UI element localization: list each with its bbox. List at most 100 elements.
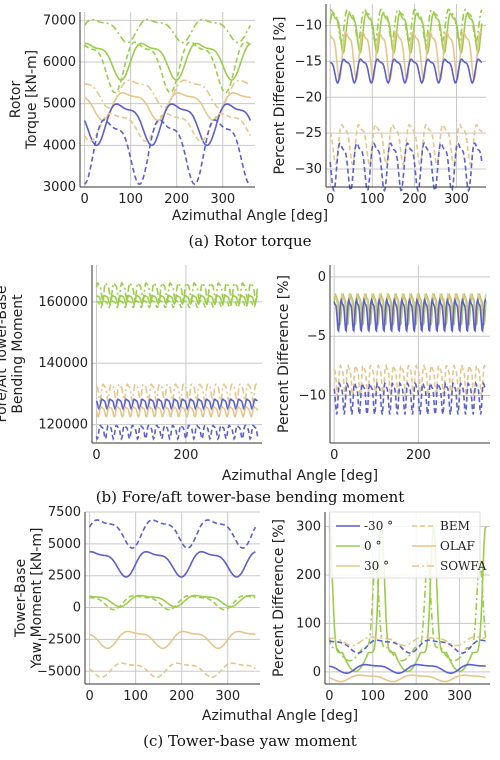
chart-panel: 0 100 200 300 3000 4000 5000 6000 7000 RotorTorqu… (8, 12, 255, 207)
x-tick-label: 200 (404, 689, 429, 704)
series-line-plus30-dashdot (95, 383, 259, 404)
series-line-zero-solid (96, 294, 259, 306)
y-tick-label: 6000 (43, 55, 76, 70)
x-tick-label: 300 (215, 689, 240, 704)
y-tick-label: −25 (295, 126, 322, 141)
series-line-plus30-dashed (333, 364, 487, 397)
series-line-zero-dashed (96, 299, 258, 309)
series-line-minus30-dashed (95, 424, 259, 441)
y-tick-label: 100 (296, 616, 321, 631)
series-line-plus30-solid (95, 405, 259, 418)
series-line-zero-dashdot (328, 557, 487, 662)
y-tick-label: 140000 (38, 356, 88, 371)
y-tick-label: −15 (295, 54, 322, 69)
y-tick-label: 5000 (48, 537, 81, 552)
series-line-minus30-dashed (88, 519, 257, 549)
y-tick-label: 300 (296, 520, 321, 535)
y-axis-label: RotorTorque [kN-m] (8, 50, 40, 150)
y-axis-label: Percent Difference [%] (276, 275, 292, 433)
legend-label: 0 ° (364, 539, 381, 553)
y-tick-label: −2500 (37, 632, 81, 647)
legend-box (329, 511, 481, 579)
y-axis-label: Percent Difference [%] (271, 519, 287, 677)
x-tick-label: 300 (447, 689, 472, 704)
y-tick-label: −30 (295, 162, 322, 177)
y-tick-label: 200 (296, 568, 321, 583)
series-line-minus30-solid (83, 103, 252, 147)
series-line-zero-solid (89, 594, 256, 608)
chart-panel: 0 100 200 300 −10 −15 −20 −25 −30 Percent Differe… (272, 4, 486, 207)
xlabel-a: Azimuthal Angle [deg] (172, 208, 328, 224)
series-line-zero-dashdot (329, 8, 483, 43)
legend-label: SOWFA (440, 559, 487, 573)
caption-b: (b) Fore/aft tower-base bending moment (96, 488, 405, 506)
x-tick-label: 100 (123, 689, 148, 704)
legend: -30 ° BEM 0 ° OLAF 30 ° SOWFA (329, 511, 487, 579)
y-tick-label: −5 (307, 329, 326, 344)
legend-label: BEM (440, 519, 470, 533)
y-axis-label: Percent Difference [%] (272, 17, 288, 175)
series-line-plus30-solid (89, 630, 256, 650)
series-line-zero-solid (84, 42, 251, 81)
x-tick-label: 200 (406, 448, 431, 463)
series-line-plus30-dashed (89, 662, 256, 679)
chart-panel: 0 100 200 300 7500 5000 2500 0 −2500 −5000Tower-B… (13, 505, 260, 704)
chart-panel: 0 200 0 −5 −10 Percent Difference [%] (276, 265, 490, 463)
xlabel-b: Azimuthal Angle [deg] (222, 468, 378, 484)
y-tick-label: 2500 (48, 569, 81, 584)
caption-c: (c) Tower-base yaw moment (143, 732, 357, 750)
series-line-plus30-dashdot (329, 636, 486, 647)
legend-label: OLAF (440, 539, 475, 553)
y-tick-label: 4000 (43, 138, 76, 153)
y-axis-label: Tower-BaseYaw Moment [kN-m] (13, 527, 45, 669)
y-tick-label: 160000 (38, 295, 88, 310)
caption-a: (a) Rotor torque (188, 232, 311, 250)
series-line-plus30-solid (328, 674, 486, 683)
y-tick-label: 7000 (43, 13, 76, 28)
y-tick-label: 7500 (48, 505, 81, 520)
xlabel-c: Azimuthal Angle [deg] (202, 708, 358, 724)
y-tick-label: 5000 (43, 97, 76, 112)
y-tick-label: 0 (313, 665, 321, 680)
x-tick-label: 300 (444, 192, 469, 207)
series-line-minus30-dashed (329, 639, 486, 654)
series-line-minus30-dashed (329, 141, 483, 193)
series-line-zero-dashdot (95, 281, 259, 303)
series-line-zero-solid (328, 526, 487, 673)
x-tick-label: 300 (210, 192, 235, 207)
y-tick-label: −10 (295, 19, 322, 34)
series-line-plus30-dashed (83, 112, 252, 143)
x-tick-label: 200 (402, 192, 427, 207)
series-line-minus30-solid (333, 297, 487, 333)
series-line-minus30-solid (329, 663, 486, 675)
x-tick-label: 0 (80, 192, 88, 207)
legend-label: 30 ° (364, 559, 389, 573)
series-line-zero-dashed (84, 41, 251, 94)
x-tick-label: 0 (92, 448, 100, 463)
chart-panel: 0 200 120000 140000 160000 Fore/Aft Tower-Bas… (0, 265, 262, 463)
y-tick-label: −10 (299, 389, 326, 404)
y-axis-label: Fore/Aft Tower-BaseBending Moment (0, 286, 26, 423)
series-line-minus30-solid (89, 550, 256, 578)
x-tick-label: 0 (325, 689, 333, 704)
series-line-minus30-solid (95, 398, 258, 412)
x-tick-label: 200 (174, 448, 199, 463)
y-tick-label: 3000 (43, 180, 76, 195)
y-tick-label: 120000 (38, 418, 88, 433)
x-tick-label: 100 (360, 192, 385, 207)
y-tick-label: 0 (73, 601, 81, 616)
x-tick-label: 0 (326, 192, 334, 207)
series-line-minus30-solid (329, 58, 483, 85)
series-line-minus30-dashed (333, 381, 487, 415)
y-tick-label: −20 (295, 90, 322, 105)
x-tick-label: 100 (360, 689, 385, 704)
x-tick-label: 200 (164, 192, 189, 207)
x-tick-label: 0 (85, 689, 93, 704)
legend-label: -30 ° (364, 519, 393, 533)
x-tick-label: 100 (118, 192, 143, 207)
y-tick-label: −5000 (37, 664, 81, 679)
series-line-zero-dashdot (83, 18, 252, 44)
y-tick-label: 0 (318, 270, 326, 285)
x-tick-label: 0 (330, 448, 338, 463)
